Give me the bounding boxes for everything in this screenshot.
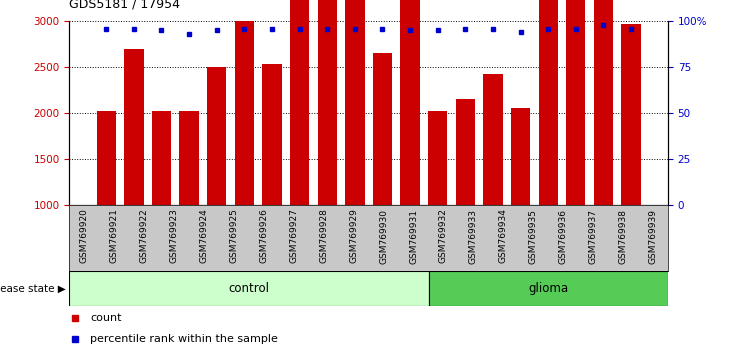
- Bar: [511, 108, 530, 205]
- Text: GSM769938: GSM769938: [618, 209, 628, 264]
- Bar: [566, 0, 585, 205]
- Text: percentile rank within the sample: percentile rank within the sample: [91, 334, 278, 344]
- Bar: [180, 112, 199, 205]
- FancyBboxPatch shape: [429, 271, 668, 306]
- Bar: [483, 74, 503, 205]
- Text: GSM769929: GSM769929: [349, 209, 358, 263]
- Text: GDS5181 / 17954: GDS5181 / 17954: [69, 0, 180, 11]
- Text: GSM769925: GSM769925: [229, 209, 239, 263]
- Text: GSM769921: GSM769921: [110, 209, 119, 263]
- Text: GSM769931: GSM769931: [409, 209, 418, 264]
- Bar: [621, 24, 641, 205]
- Text: glioma: glioma: [529, 282, 568, 295]
- Text: GSM769928: GSM769928: [319, 209, 328, 263]
- Bar: [234, 21, 254, 205]
- Bar: [401, 0, 420, 205]
- Text: GSM769923: GSM769923: [169, 209, 179, 263]
- Bar: [318, 0, 337, 205]
- Text: control: control: [228, 282, 269, 295]
- Text: GSM769922: GSM769922: [139, 209, 149, 263]
- Bar: [593, 0, 613, 205]
- Text: GSM769939: GSM769939: [648, 209, 658, 264]
- Text: GSM769930: GSM769930: [379, 209, 388, 264]
- Text: GSM769927: GSM769927: [289, 209, 299, 263]
- Text: GSM769933: GSM769933: [469, 209, 478, 264]
- Text: disease state ▶: disease state ▶: [0, 284, 66, 293]
- Bar: [262, 64, 282, 205]
- Text: GSM769936: GSM769936: [558, 209, 568, 264]
- Bar: [428, 112, 447, 205]
- Bar: [207, 67, 226, 205]
- Text: GSM769920: GSM769920: [80, 209, 89, 263]
- Text: GSM769926: GSM769926: [259, 209, 269, 263]
- Text: GSM769937: GSM769937: [588, 209, 598, 264]
- Bar: [152, 110, 171, 205]
- Bar: [124, 49, 144, 205]
- FancyBboxPatch shape: [69, 271, 429, 306]
- Bar: [345, 0, 364, 205]
- Text: GSM769935: GSM769935: [529, 209, 538, 264]
- Text: count: count: [91, 313, 122, 323]
- Bar: [96, 112, 116, 205]
- Bar: [373, 52, 392, 205]
- Bar: [290, 0, 310, 205]
- Bar: [539, 0, 558, 205]
- Text: GSM769924: GSM769924: [199, 209, 209, 263]
- Text: GSM769932: GSM769932: [439, 209, 448, 263]
- Bar: [456, 99, 475, 205]
- Text: GSM769934: GSM769934: [499, 209, 508, 263]
